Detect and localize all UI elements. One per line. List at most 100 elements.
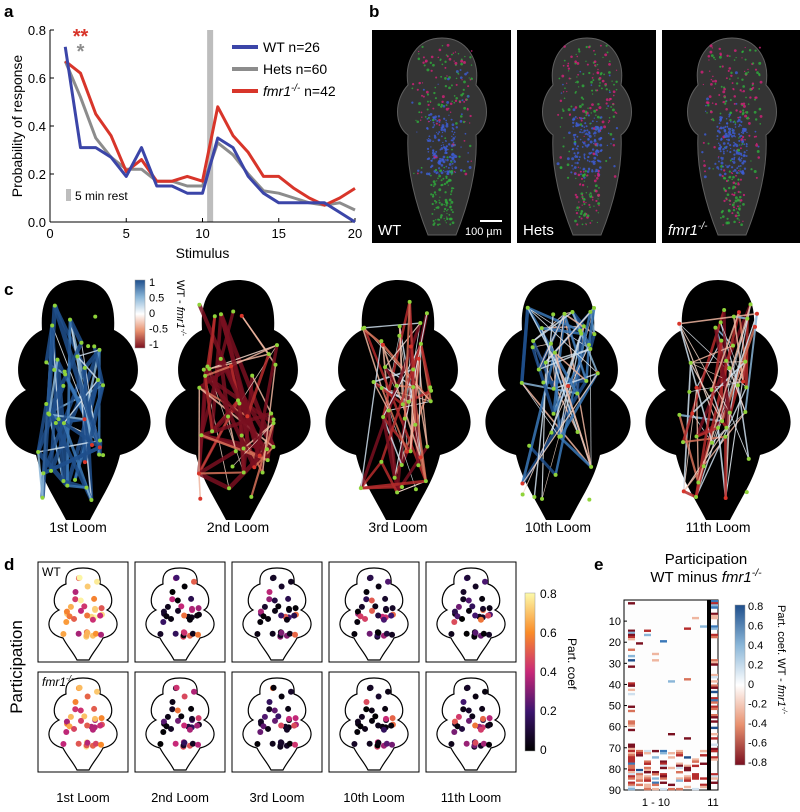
panel-c-caption: 2nd Loom [207,519,269,535]
participation-node [169,596,176,603]
neuron-dot [450,173,453,176]
neuron-dot [576,206,579,210]
participation-node [63,718,70,725]
neuron-dot [740,125,742,127]
participation-node [98,715,105,722]
network-node [423,479,428,484]
neuron-dot [728,170,731,173]
heatmap-cell [628,745,635,749]
participation-node [169,706,176,713]
network-node [379,339,384,344]
participation-node [357,723,364,730]
neuron-dot [725,164,727,166]
neuron-dot [451,130,454,133]
heatmap-cell [644,766,651,770]
neuron-dot [431,158,434,160]
heatmap-cell [628,648,635,651]
neuron-dot [598,84,601,87]
participation-node [92,740,99,747]
neuron-dot [733,153,736,156]
neuron-dot [439,196,441,198]
participation-node [354,728,361,735]
heatmap-cell [628,709,635,713]
heatmap-cell [684,764,691,768]
heatmap-cell [711,726,718,730]
neuron-dot [589,106,592,110]
network-edge [77,349,100,358]
neuron-dot [728,175,732,179]
network-node [575,391,580,396]
neuron-dot [722,165,725,168]
neuron-dot [447,107,450,110]
legend-label: WT n=26 [263,39,320,55]
neuron-dot [738,133,741,136]
network-node [49,468,54,473]
neuron-dot [432,121,435,124]
neuron-dot [613,83,615,86]
neuron-dot [570,171,573,174]
network-edge [528,444,557,476]
heatmap-cell [628,635,635,639]
neuron-dot [562,145,565,148]
participation-node [269,630,276,637]
network-node [92,344,97,349]
neuron-dot [733,134,736,137]
neuron-dot [466,107,469,110]
network-node [525,305,530,310]
network-node [61,421,66,426]
heatmap-cell [644,633,651,637]
panel-c-caption: 1st Loom [49,519,107,535]
network-node [586,342,591,347]
neuron-dot [722,158,724,160]
heatmap-cell [676,766,683,770]
heatmap-cell [692,775,699,778]
participation-node [181,739,188,746]
neuron-dot [559,99,563,103]
network-node [212,314,217,319]
neuron-dot [470,160,472,162]
heatmap-cell [628,781,635,784]
network-node [362,325,367,330]
neuron-dot [568,150,571,153]
neuron-dot [579,183,582,185]
network-node [677,412,682,417]
network-node [47,412,52,417]
neuron-dot [426,158,429,161]
neuron-dot [705,104,707,107]
neuron-dot [441,95,445,99]
neuron-dot [615,69,618,71]
neuron-dot [605,98,609,102]
network-node [701,464,706,469]
neuron-dot [449,102,453,106]
neuron-dot [738,123,741,126]
neuron-dot [578,215,581,218]
participation-node [189,715,196,722]
panel-a-line-chart: 0.00.20.40.60.80 5 10 15 20StimulusProbabili… [9,23,362,261]
network-edge [694,340,723,498]
neuron-dot [707,142,710,145]
neuron-dot [450,190,453,193]
panel-d-colorbar-label: Part. coef [565,638,579,690]
neuron-dot [432,219,435,222]
neuron-dot [583,203,586,206]
neuron-dot [448,155,452,159]
neuron-dot [580,217,583,220]
neuron-dot [557,113,560,116]
neuron-dot [704,133,707,136]
neuron-dot [451,53,453,56]
neuron-dot [581,103,584,106]
panel-c-colorbar-label-part: -/- [180,329,189,337]
neuron-dot [426,128,429,130]
network-node [239,433,244,438]
neuron-dot [470,64,473,66]
network-node [97,445,102,450]
neuron-dot [451,156,454,159]
network-edge [92,346,105,386]
heatmap-cell [711,635,718,639]
neuron-dot [439,216,443,219]
neuron-dot [589,222,592,224]
neuron-dot [563,97,566,99]
heatmap-cell [684,678,691,681]
neuron-dot [723,87,726,91]
neuron-dot [429,61,432,65]
